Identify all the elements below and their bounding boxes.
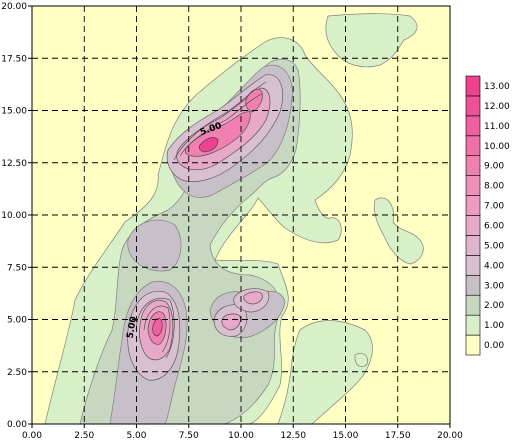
- legend-swatch: [465, 215, 481, 236]
- legend-swatch: [465, 175, 481, 196]
- y-tick-label: 0.00: [7, 420, 27, 430]
- y-tick-label: 20.00: [1, 2, 27, 12]
- legend-swatch: [465, 294, 481, 316]
- legend-label: 4.00: [484, 261, 504, 271]
- y-tick-label: 5.00: [7, 316, 27, 326]
- x-tick-label: 10.00: [228, 431, 254, 441]
- contour-level-12-peak: [198, 137, 219, 153]
- legend-swatch: [465, 195, 481, 216]
- legend-label: 5.00: [484, 241, 504, 251]
- contour-label: 5.00: [126, 316, 140, 340]
- legend-label: 0.00: [484, 341, 504, 351]
- legend-label: 10.00: [484, 142, 510, 152]
- legend-swatch: [465, 135, 481, 157]
- contour-ring: [143, 305, 171, 353]
- x-tick-label: 12.50: [280, 431, 306, 441]
- legend-swatch: [465, 255, 481, 276]
- legend-label: 9.00: [484, 162, 504, 172]
- legend-swatch: [465, 235, 481, 256]
- y-axis: 0.00 2.50 5.00 7.50 10.00 12.50 15.00 17.50 20.0…: [1, 2, 32, 430]
- y-tick-label: 12.50: [1, 159, 27, 169]
- legend-swatch: [465, 314, 481, 336]
- legend-swatch: [465, 115, 481, 137]
- y-tick-label: 2.50: [7, 368, 27, 378]
- legend-swatch: [465, 75, 481, 97]
- legend-swatch: [465, 334, 481, 356]
- x-tick-label: 5.00: [126, 431, 146, 441]
- x-tick-label: 20.00: [437, 431, 463, 441]
- legend-swatch: [465, 95, 481, 117]
- legend-label: 3.00: [484, 281, 504, 291]
- x-tick-label: 17.50: [385, 431, 411, 441]
- legend-label: 7.00: [484, 202, 504, 212]
- legend-label: 12.00: [484, 102, 510, 112]
- x-tick-label: 15.00: [333, 431, 359, 441]
- contour-rings: [135, 81, 267, 359]
- legend-label: 6.00: [484, 221, 504, 231]
- x-tick-label: 0.00: [22, 431, 42, 441]
- x-tick-label: 2.50: [74, 431, 94, 441]
- legend-label: 1.00: [484, 321, 504, 331]
- contour-ring: [179, 93, 263, 157]
- contour-level-9-top: [245, 88, 263, 113]
- contour-level-6-mid-a: [221, 313, 241, 331]
- contour-level-1-bottomright: [277, 320, 373, 424]
- contour-level-6-mid-b: [243, 291, 263, 305]
- y-tick-label: 15.00: [1, 107, 27, 117]
- contour-ring: [173, 81, 267, 161]
- y-tick-label: 10.00: [1, 211, 27, 221]
- legend-label: 13.00: [484, 82, 510, 92]
- contour-ring: [135, 298, 175, 359]
- x-tick-label: 7.50: [179, 431, 199, 441]
- legend-label: 11.00: [484, 122, 510, 132]
- x-axis: 0.00 2.50 5.00 7.50 10.00 12.50 15.00 17.50 20.0…: [22, 424, 463, 441]
- legend-label: 2.00: [484, 301, 504, 311]
- contour-level-11-lower-peak: [152, 318, 163, 337]
- contour-level-1-dot: [354, 352, 368, 368]
- y-tick-label: 7.50: [7, 263, 27, 273]
- y-tick-label: 17.50: [1, 54, 27, 64]
- contour-level-3-blob: [127, 219, 182, 272]
- contour-fills: [44, 13, 424, 424]
- legend-swatch: [465, 274, 481, 296]
- legend-label: 8.00: [484, 182, 504, 192]
- legend-swatch: [465, 155, 481, 176]
- color-legend: 0.00 1.00 2.00 3.00 4.00 5.00 6.00 7.00 8.00 9.00…: [465, 75, 510, 356]
